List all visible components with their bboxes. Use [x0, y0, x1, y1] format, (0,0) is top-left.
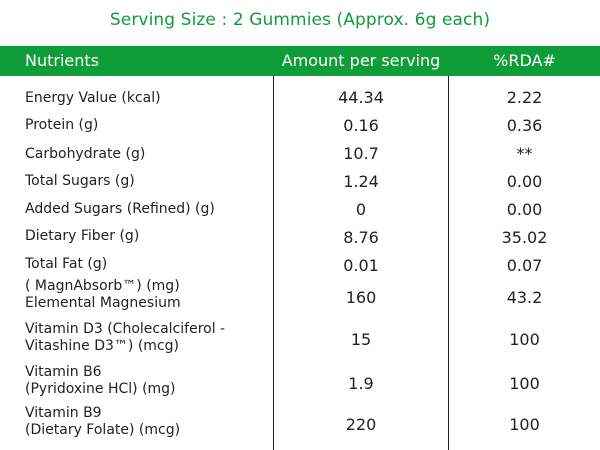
nutrient-name: Energy Value (kcal) — [25, 90, 161, 106]
nutrient-rda: 35.02 — [501, 228, 548, 247]
nutrient-name: Total Sugars (g) — [25, 173, 135, 189]
nutrient-rda: 0.00 — [506, 200, 543, 219]
nutrient-rda: 100 — [509, 330, 540, 349]
nutrient-name-line1: Vitamin B6 — [25, 364, 102, 380]
nutrient-amount: 8.76 — [343, 228, 379, 247]
nutrient-rda: 100 — [509, 415, 540, 434]
nutrient-amount: 15 — [350, 330, 372, 349]
nutrient-name-line2: (Pyridoxine HCl) (mg) — [25, 381, 176, 397]
nutrient-name-line2: (Dietary Folate) (mcg) — [25, 422, 181, 438]
nutrient-name-line1: ( MagnAbsorb™) (mg) — [25, 278, 180, 294]
nutrient-amount: 160 — [345, 288, 377, 307]
column-divider-2 — [448, 76, 449, 450]
nutrient-name-line2: Vitashine D3™) (mcg) — [25, 338, 179, 354]
nutrient-name-line1: Vitamin B9 — [25, 405, 102, 421]
table-header: Nutrients Amount per serving %RDA# — [0, 46, 600, 76]
nutrient-amount: 0.16 — [343, 116, 379, 135]
nutrient-amount: 220 — [345, 415, 377, 434]
nutrient-amount: 1.24 — [343, 172, 379, 191]
nutrient-name-line2: Elemental Magnesium — [25, 295, 181, 311]
nutrient-amount: 10.7 — [343, 144, 379, 163]
nutrient-rda: 2.22 — [506, 88, 543, 107]
nutrient-name: Dietary Fiber (g) — [25, 228, 140, 244]
column-divider-1 — [273, 76, 274, 450]
nutrient-rda: 0.00 — [506, 172, 543, 191]
nutrient-rda: ** — [516, 144, 533, 163]
nutrient-name-line1: Vitamin D3 (Cholecalciferol - — [25, 321, 226, 337]
nutrient-rda: 0.36 — [506, 116, 543, 135]
nutrient-name: Added Sugars (Refined) (g) — [25, 201, 215, 217]
nutrient-amount: 0 — [355, 200, 367, 219]
serving-size-title: Serving Size : 2 Gummies (Approx. 6g eac… — [109, 10, 491, 30]
nutrient-rda: 0.07 — [506, 256, 543, 275]
nutrient-name: Protein (g) — [25, 117, 99, 133]
nutrient-name: Total Fat (g) — [25, 256, 108, 272]
nutrient-amount: 0.01 — [343, 256, 379, 275]
header-nutrients: Nutrients — [25, 51, 99, 70]
nutrient-amount: 44.34 — [338, 88, 384, 107]
nutrient-rda: 100 — [509, 374, 540, 393]
header-rda: %RDA# — [493, 51, 556, 70]
nutrient-rda: 43.2 — [506, 288, 543, 307]
header-amount-per-serving: Amount per serving — [281, 51, 441, 70]
nutrient-amount: 1.9 — [348, 374, 374, 393]
nutrient-name: Carbohydrate (g) — [25, 146, 146, 162]
